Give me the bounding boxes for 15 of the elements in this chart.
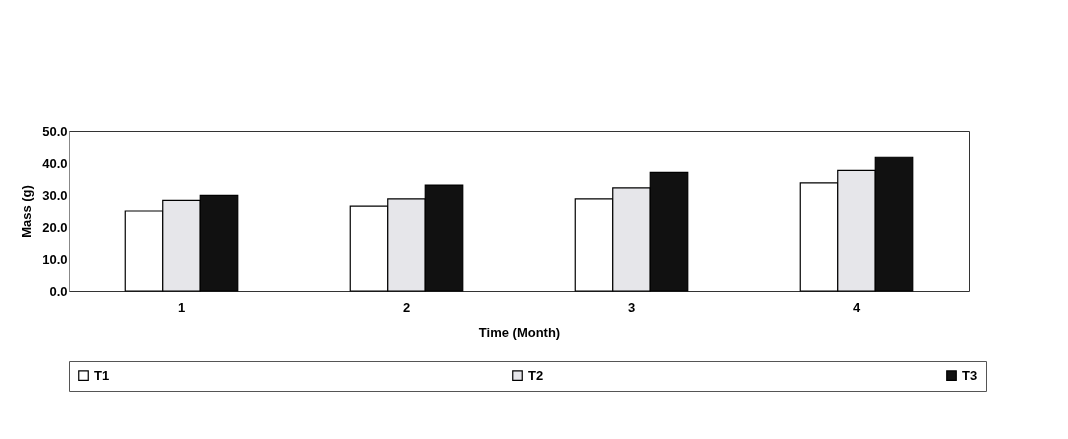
x-tick-label: 4 (852, 299, 861, 315)
x-axis-title: Time (Month) (478, 324, 561, 340)
y-tick-label: 20.0 (42, 219, 68, 235)
y-axis-title: Mass (g) (19, 185, 35, 238)
legend-label: T2 (528, 367, 544, 383)
y-tick-label: 40.0 (42, 155, 68, 171)
x-tick-label: 2 (402, 299, 411, 315)
x-tick-label: 3 (627, 299, 636, 315)
legend-label: T1 (94, 367, 110, 383)
y-tick-label: 30.0 (42, 187, 68, 203)
legend-label: T3 (962, 367, 978, 383)
y-tick-label: 10.0 (42, 251, 68, 267)
x-tick-label: 1 (177, 299, 186, 315)
y-tick-label: 50.0 (42, 123, 68, 139)
y-tick-label: 0.0 (49, 283, 68, 299)
